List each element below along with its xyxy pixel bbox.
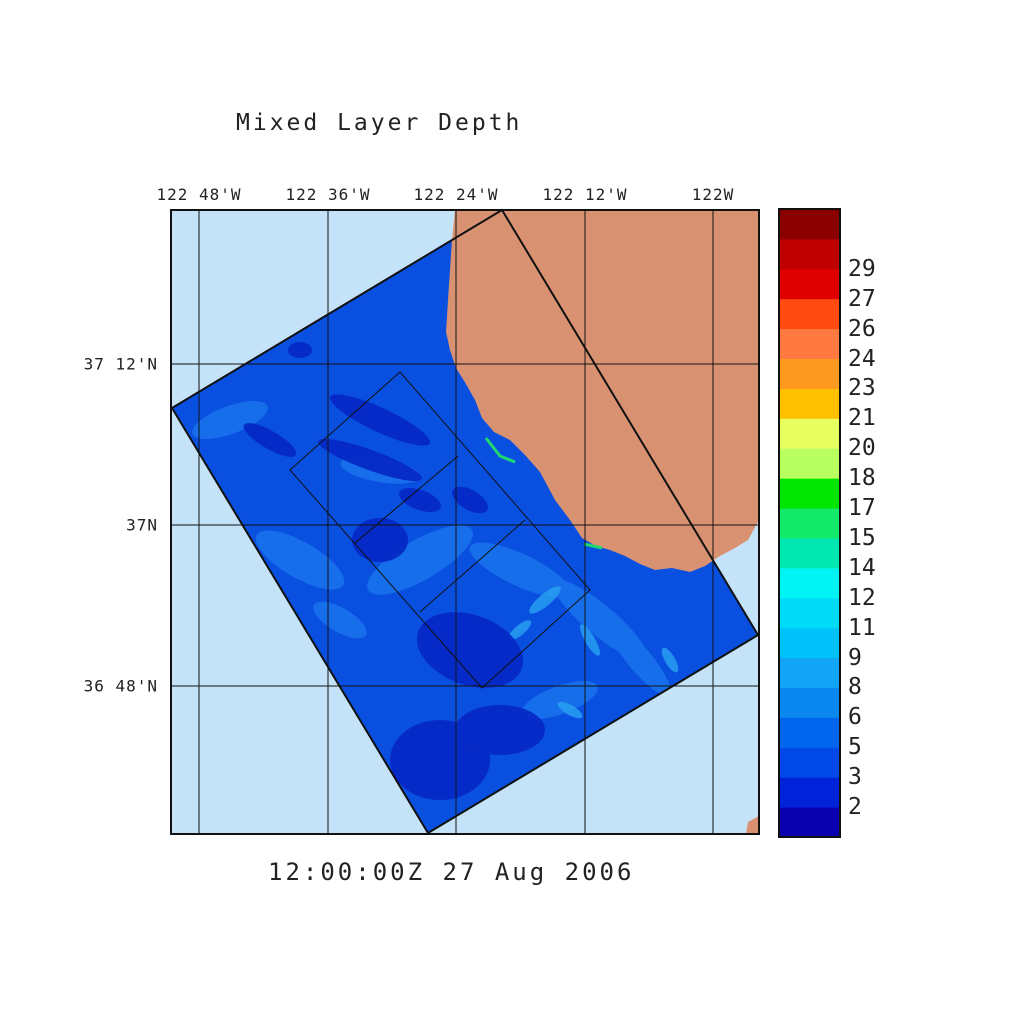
graticule	[171, 210, 759, 834]
colorbar-swatch	[779, 418, 840, 449]
colorbar-label: 5	[848, 734, 862, 761]
colorbar-label: 8	[848, 674, 862, 701]
colorbar-swatch	[779, 508, 840, 539]
lon-label-122-24w: 122 24'W	[413, 185, 499, 204]
lon-label-122w: 122W	[691, 185, 735, 204]
inner-box-divider-1	[354, 455, 459, 544]
colorbar	[779, 209, 840, 838]
colorbar-swatch	[779, 298, 840, 330]
lon-label-122-36w: 122 36'W	[285, 185, 371, 204]
colorbar-label: 12	[848, 584, 876, 611]
lat-label-37-12n: 37 12'N	[83, 354, 158, 374]
colorbar-label: 18	[848, 465, 876, 492]
inner-box-divider-2	[419, 519, 526, 613]
colorbar-swatch	[779, 328, 840, 360]
colorbar-label: 26	[848, 315, 876, 342]
colorbar-swatch	[779, 687, 840, 718]
colorbar-frame	[778, 208, 841, 838]
colorbar-swatch	[779, 567, 840, 599]
colorbar-swatch	[779, 478, 840, 509]
lat-label-36-48n: 36 48'N	[83, 676, 158, 696]
colorbar-label: 3	[848, 764, 862, 791]
colorbar-label: 27	[848, 285, 876, 312]
land	[446, 210, 759, 572]
colorbar-swatch	[779, 807, 840, 838]
colorbar-swatch	[779, 268, 840, 300]
colorbar-label: 9	[848, 644, 862, 671]
lon-label-122-12w: 122 12'W	[542, 185, 628, 204]
colorbar-label: 29	[848, 255, 876, 282]
lat-label-37n: 37N	[126, 515, 158, 535]
colorbar-label: 24	[848, 345, 876, 372]
colorbar-swatch	[779, 537, 840, 569]
colorbar-label: 23	[848, 375, 876, 402]
map-frame	[170, 209, 760, 835]
colorbar-label: 2	[848, 794, 862, 821]
colorbar-label: 6	[848, 704, 862, 731]
colorbar-swatch	[779, 448, 840, 479]
colorbar-swatch	[779, 627, 840, 659]
colorbar-swatch	[779, 747, 840, 778]
mld-field	[172, 210, 758, 833]
colorbar-label: 11	[848, 614, 876, 641]
colorbar-swatch	[779, 358, 840, 389]
colorbar-label: 17	[848, 495, 876, 522]
plot-title: Mixed Layer Depth	[236, 110, 523, 136]
colorbar-label: 15	[848, 524, 876, 551]
coastal-highlight	[484, 437, 516, 464]
land-south	[746, 816, 759, 834]
colorbar-swatch	[779, 657, 840, 688]
colorbar-label: 21	[848, 405, 876, 432]
colorbar-swatch	[779, 777, 840, 808]
inner-nest-box	[289, 371, 591, 689]
colorbar-swatch	[779, 717, 840, 748]
colorbar-swatch	[779, 388, 840, 419]
coastal-highlight-2	[583, 542, 603, 550]
colorbar-label: 14	[848, 554, 876, 581]
colorbar-swatch	[779, 238, 840, 270]
timestamp: 12:00:00Z 27 Aug 2006	[268, 858, 635, 886]
colorbar-swatch	[779, 209, 840, 240]
colorbar-swatch	[779, 597, 840, 629]
lon-label-122-48w: 122 48'W	[156, 185, 242, 204]
colorbar-label: 20	[848, 435, 876, 462]
